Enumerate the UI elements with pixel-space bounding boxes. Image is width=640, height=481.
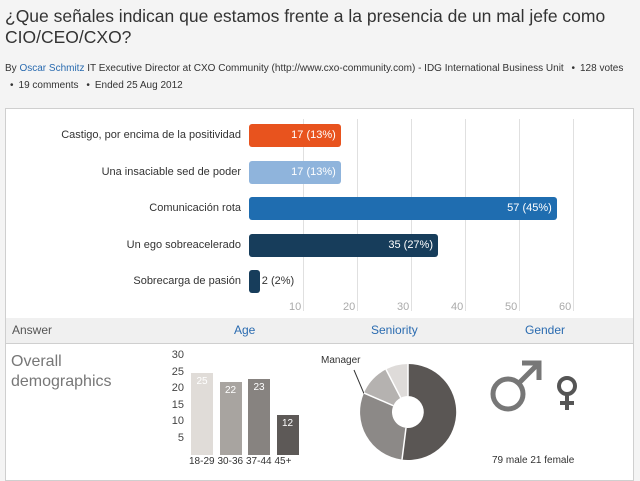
- bar-value-label: 57 (45%): [507, 202, 552, 214]
- x-tick-label: 40: [451, 301, 464, 313]
- age-bar[interactable]: [276, 415, 299, 455]
- category-label: Un ego sobreacelerado: [126, 238, 241, 251]
- poll-title: ¿Que señales indican que estamos frente …: [5, 6, 606, 47]
- gridline: [573, 119, 574, 311]
- bar-value-label: 35 (27%): [388, 238, 433, 251]
- end-date: Ended 25 Aug 2012: [94, 80, 183, 91]
- age-y-tick-label: 30: [171, 349, 184, 361]
- bar-value-label: 17 (13%): [291, 129, 336, 141]
- age-bar-value: 25: [196, 375, 208, 387]
- x-tick-label: 60: [559, 301, 572, 313]
- seniority-donut-chart: [353, 363, 457, 460]
- demographics-title: Overall demographics: [11, 353, 112, 390]
- female-symbol-icon: [557, 376, 577, 410]
- age-bar-value: 23: [253, 382, 265, 394]
- answer-bar[interactable]: [249, 124, 341, 147]
- tab-answer[interactable]: Answer: [12, 323, 53, 337]
- male-symbol-icon: [490, 360, 542, 412]
- tab-seniority[interactable]: Seniority: [371, 323, 418, 337]
- overall-demographics-panel: Overall demographics 30 25 20 15 10 5 25 18-29 2…: [5, 344, 634, 481]
- category-label: Sobrecarga de pasión: [133, 275, 241, 287]
- age-category-label: 37-44: [246, 456, 272, 467]
- answer-bar[interactable]: [249, 160, 341, 184]
- answer-bar[interactable]: [249, 270, 260, 293]
- demographics-tabs: Answer Age Seniority Gender: [5, 318, 634, 344]
- results-bar-chart: 10 20 30 40 50 60 Castigo, por encima de la po…: [5, 108, 634, 320]
- donut-slice-2: [360, 393, 406, 460]
- tab-age[interactable]: Age: [234, 323, 256, 337]
- age-y-tick-label: 25: [171, 365, 184, 378]
- answer-bar[interactable]: [249, 233, 438, 257]
- x-tick-label: 50: [505, 301, 518, 313]
- age-y-tick-label: 5: [177, 431, 184, 444]
- x-tick-label: 30: [397, 301, 410, 313]
- age-y-tick-label: 15: [171, 398, 184, 411]
- byline-prefix: By: [5, 63, 17, 74]
- donut-slice-1: [402, 363, 457, 460]
- author-role: IT Executive Director at CXO Community (…: [87, 63, 564, 74]
- age-y-tick-label: 10: [171, 415, 184, 427]
- seniority-manager-label: Manager: [321, 355, 361, 366]
- comment-count[interactable]: 19 comments: [18, 80, 79, 91]
- age-bar[interactable]: [219, 382, 242, 455]
- answer-bar[interactable]: [249, 197, 557, 220]
- category-label: Una insaciable sed de poder: [101, 165, 241, 178]
- donut-slice-4: [386, 364, 408, 398]
- tab-gender[interactable]: Gender: [525, 323, 566, 337]
- category-label: Comunicación rota: [149, 202, 241, 214]
- age-category-label: 18-29: [189, 456, 215, 467]
- x-tick-label: 10: [289, 301, 302, 313]
- x-tick-label: 20: [343, 301, 356, 313]
- age-bar-value: 12: [281, 418, 294, 430]
- gender-summary: 79 male 21 female: [492, 455, 575, 466]
- vote-count: 128 votes: [580, 63, 624, 74]
- byline: By Oscar Schmitz IT Executive Director a…: [5, 63, 624, 91]
- age-bar[interactable]: [191, 372, 213, 455]
- author-link[interactable]: Oscar Schmitz: [19, 63, 85, 74]
- age-category-label: 30-36: [217, 456, 244, 467]
- age-bar-value: 22: [224, 385, 237, 397]
- bar-value-label: 17 (13%): [291, 165, 336, 178]
- age-bar[interactable]: [248, 379, 270, 455]
- category-label: Castigo, por encima de la positividad: [61, 129, 241, 141]
- bar-value-label: 2 (2%): [261, 275, 295, 287]
- age-category-label: 45+: [274, 456, 292, 467]
- age-y-tick-label: 20: [171, 382, 184, 394]
